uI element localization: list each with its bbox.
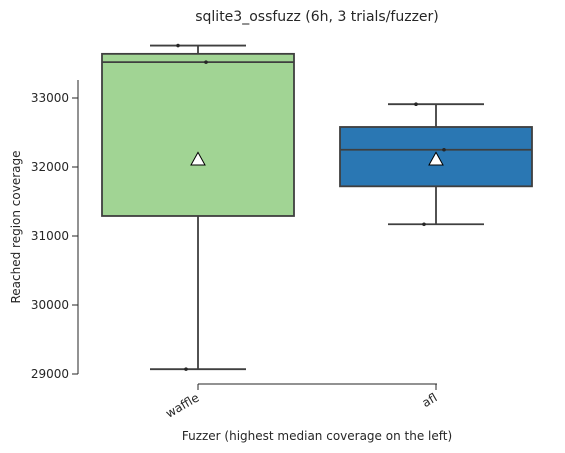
box-afl xyxy=(339,102,533,227)
x-tick-label: waffle xyxy=(163,390,201,420)
y-tick-label: 30000 xyxy=(31,298,69,312)
box-body xyxy=(101,52,295,217)
x-tick-label: afl xyxy=(420,390,440,410)
y-tick-label: 29000 xyxy=(31,367,69,381)
data-point xyxy=(184,367,188,371)
x-axis-title: Fuzzer (highest median coverage on the l… xyxy=(182,429,452,443)
mean-marker xyxy=(428,151,444,166)
y-tick-label: 31000 xyxy=(31,229,69,243)
box-waffle xyxy=(101,43,295,371)
x-axis: waffle afl xyxy=(163,383,440,421)
data-point xyxy=(422,222,426,227)
y-tick-label: 33000 xyxy=(31,91,69,105)
y-axis-title: Reached region coverage xyxy=(9,150,23,303)
y-tick-label: 32000 xyxy=(31,160,69,174)
mean-marker xyxy=(190,151,206,166)
data-point xyxy=(414,102,418,107)
chart-title: sqlite3_ossfuzz (6h, 3 trials/fuzzer) xyxy=(195,9,439,25)
y-axis: 29000 30000 31000 32000 33000 xyxy=(31,80,79,381)
data-point xyxy=(176,43,180,48)
data-point xyxy=(204,60,208,64)
box-series xyxy=(101,43,533,371)
data-point xyxy=(442,147,446,152)
